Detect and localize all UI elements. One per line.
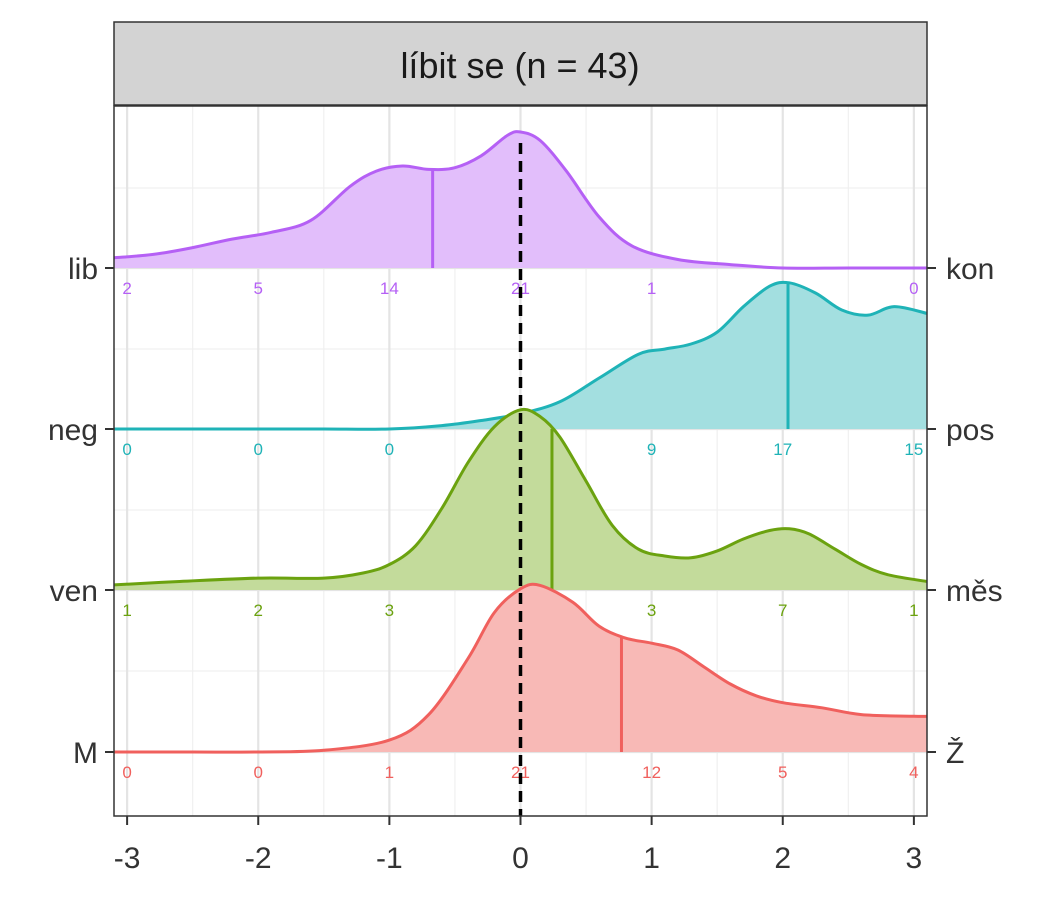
count-label: 9 <box>647 440 656 459</box>
ridge-neg: 000291715 <box>113 280 928 459</box>
y-tick-label-right: kon <box>946 253 994 286</box>
count-label: 0 <box>254 763 263 782</box>
ridge-line-M <box>114 582 928 754</box>
x-tick-label: 2 <box>774 842 791 875</box>
ridge-line-ven <box>113 407 928 587</box>
x-tick-label: 3 <box>906 842 923 875</box>
y-tick-label-right: Ž <box>946 737 964 770</box>
x-tick-label: -3 <box>114 842 141 875</box>
count-label: 1 <box>647 279 656 298</box>
count-label: 1 <box>385 763 394 782</box>
ridge-area-ven <box>114 409 927 590</box>
count-label: 0 <box>909 279 918 298</box>
x-tick-label: -2 <box>245 842 272 875</box>
facet-strip: líbit se (n = 43) <box>113 21 928 106</box>
count-label: 0 <box>385 440 394 459</box>
y-tick-label-right: měs <box>946 575 1003 608</box>
facet-strip-box <box>113 21 928 106</box>
y-tick-label-left: M <box>73 737 98 770</box>
count-label: 4 <box>909 763 918 782</box>
y-tick-label-left: ven <box>50 575 98 608</box>
x-tick-label: 1 <box>643 842 660 875</box>
count-label: 5 <box>778 763 787 782</box>
count-label: 1 <box>122 601 131 620</box>
count-label: 7 <box>778 601 787 620</box>
count-label: 21 <box>511 763 530 782</box>
count-label: 2 <box>122 279 131 298</box>
count-label: 3 <box>647 601 656 620</box>
count-label: 14 <box>380 279 399 298</box>
count-label: 2 <box>254 601 263 620</box>
count-label: 5 <box>254 279 263 298</box>
count-label: 17 <box>773 440 792 459</box>
count-label: 0 <box>122 763 131 782</box>
ridge-line-lib <box>113 130 927 270</box>
count-label: 15 <box>904 440 923 459</box>
count-label: 0 <box>254 440 263 459</box>
y-tick-label-right: pos <box>946 414 994 447</box>
x-tick-label: 0 <box>512 842 529 875</box>
y-tick-label-left: lib <box>68 253 98 286</box>
count-label: 3 <box>385 601 394 620</box>
count-label: 0 <box>122 440 131 459</box>
count-label: 12 <box>642 763 661 782</box>
ridge-area-neg <box>114 282 927 430</box>
y-tick-label-left: neg <box>48 414 98 447</box>
facet-strip-title: líbit se (n = 43) <box>400 45 639 86</box>
ridge-line-neg <box>113 280 928 431</box>
x-tick-label: -1 <box>376 842 403 875</box>
count-label: 1 <box>909 601 918 620</box>
